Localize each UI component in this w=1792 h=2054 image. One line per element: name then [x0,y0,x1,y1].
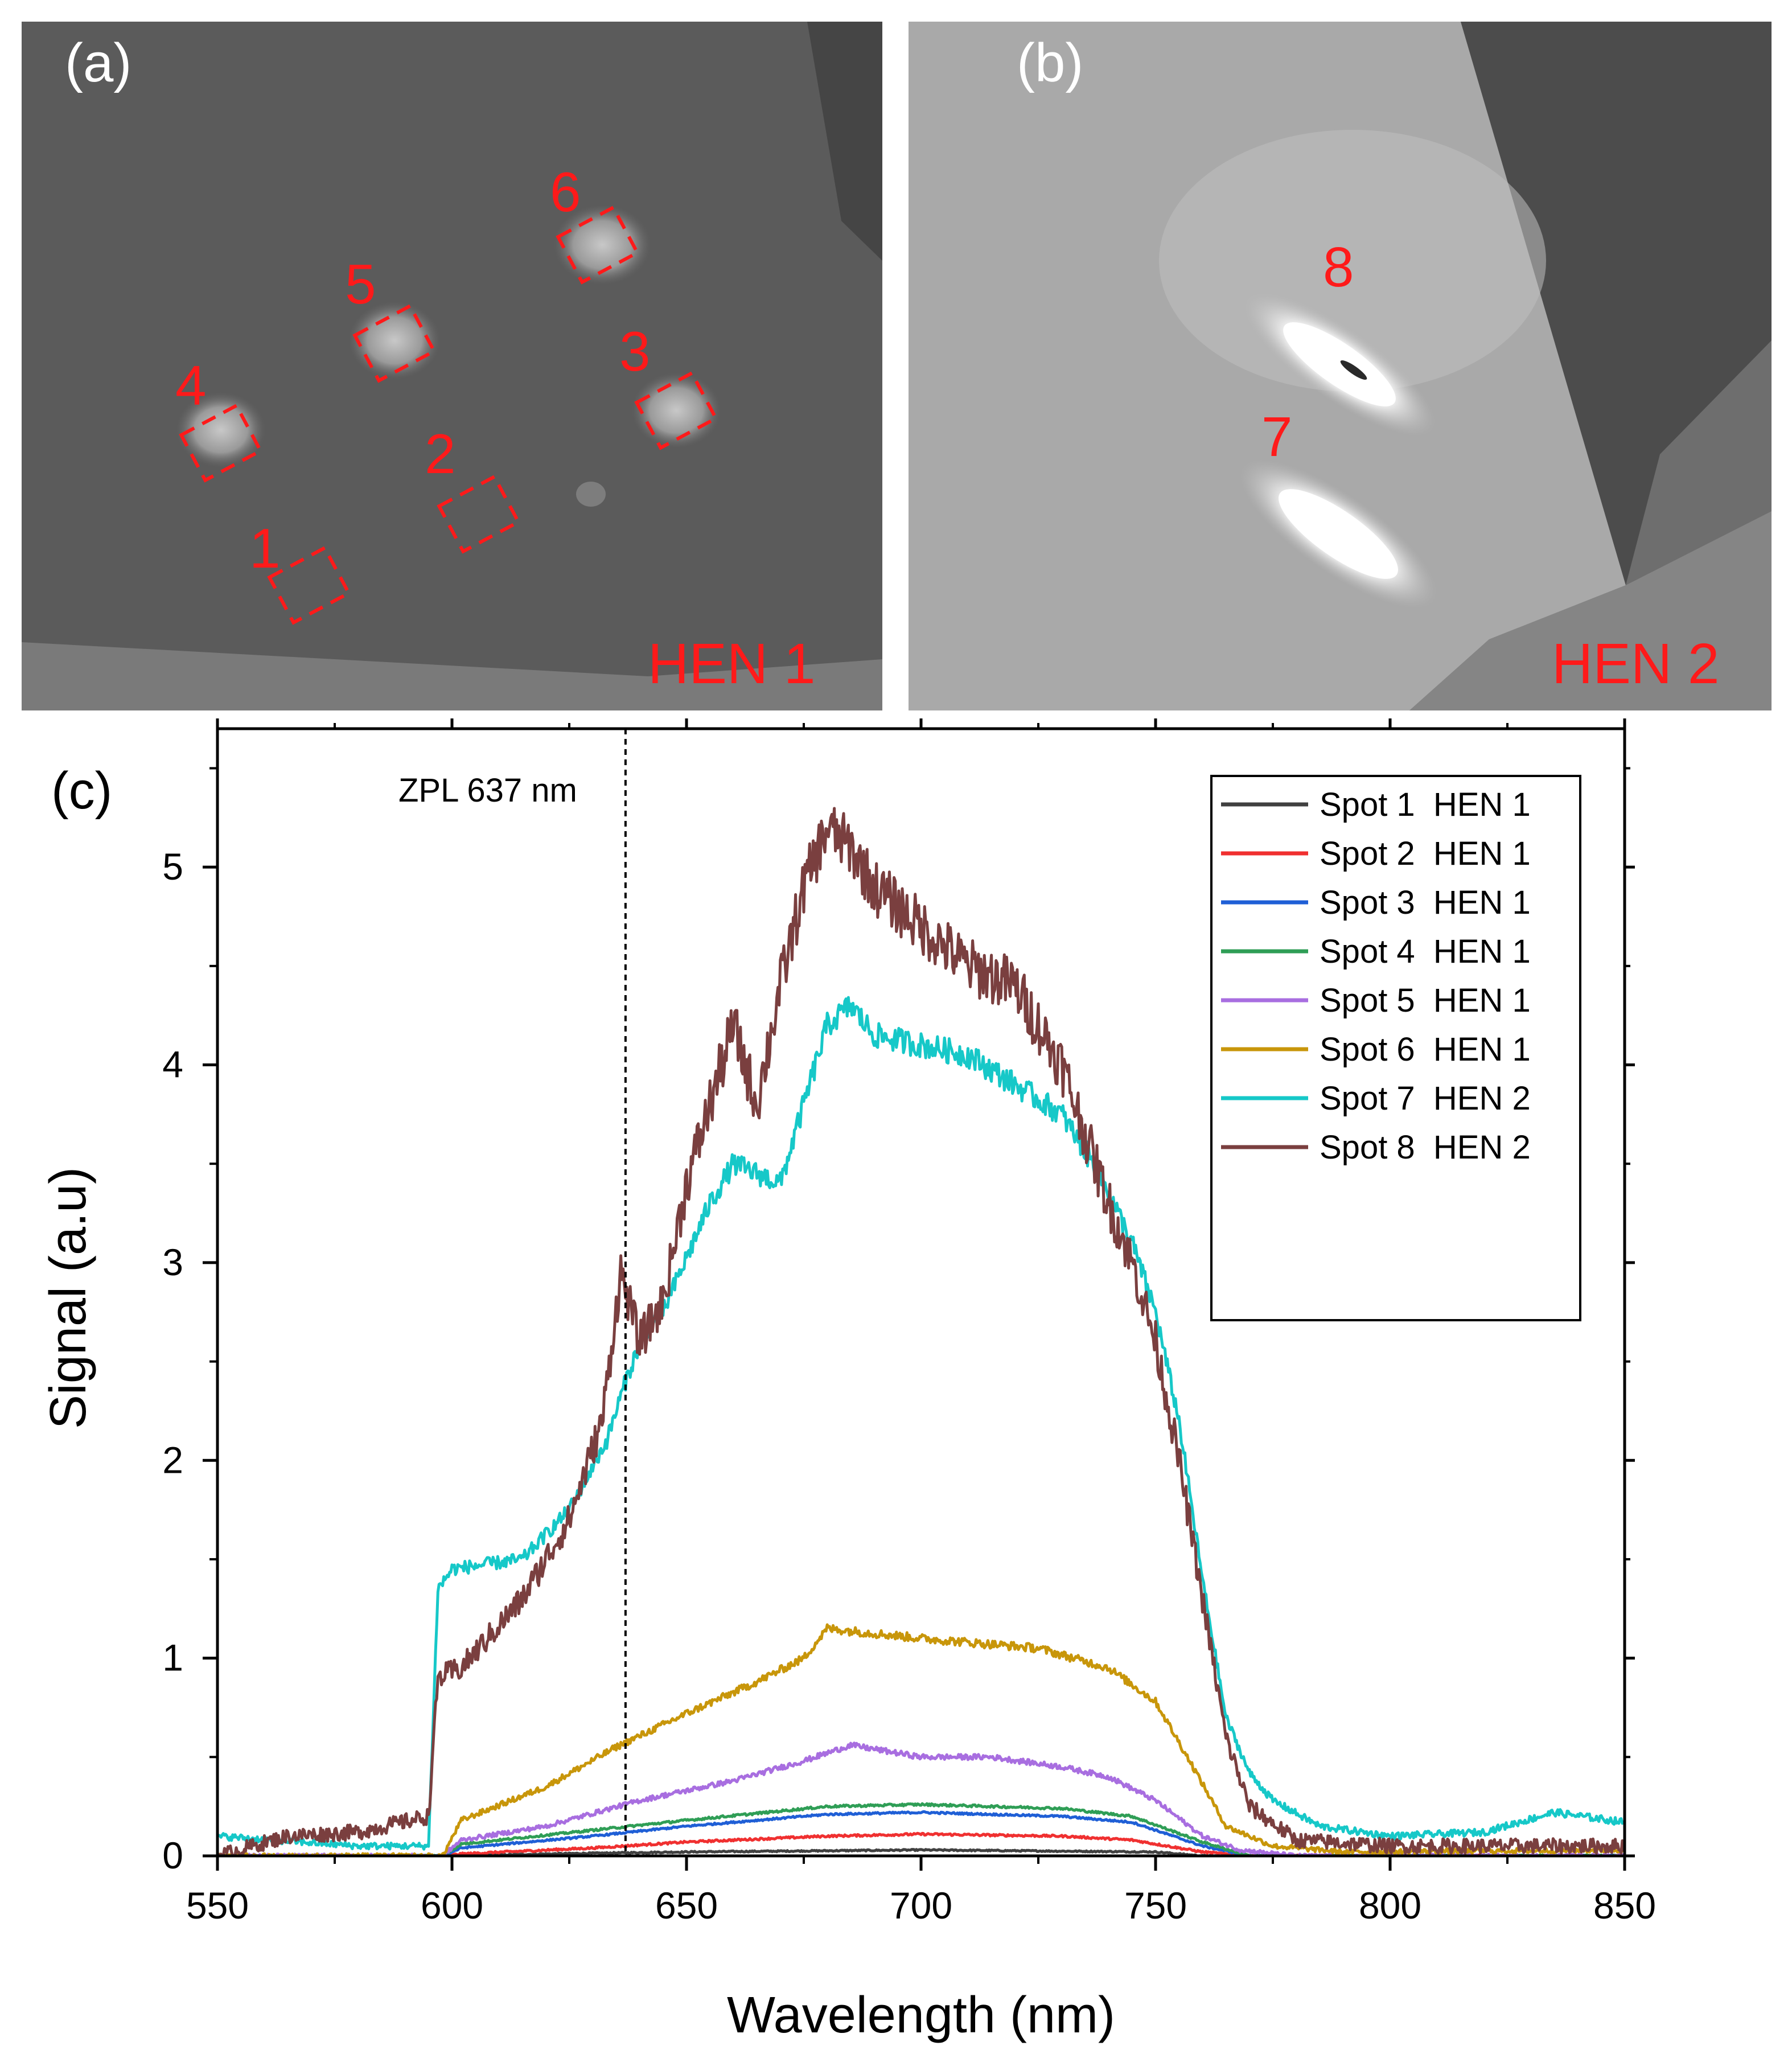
spot-label-3: 3 [619,320,651,383]
sample-image-hen2 [909,22,1772,710]
spot-box-3 [634,371,718,450]
x-axis-title: Wavelength (nm) [727,1987,1115,2044]
sample-label-hen1: HEN 1 [648,632,816,696]
legend-label-2: Spot 2 HEN 1 [1320,835,1531,872]
y-tick-label: 4 [162,1044,183,1086]
micrograph-panel-b: (b) 7 8 HEN 2 [909,22,1772,710]
legend-label-4: Spot 4 HEN 1 [1320,933,1531,970]
panel-label-b: (b) [1017,32,1084,93]
spot-box-1 [267,545,351,625]
spot-label-1: 1 [249,517,281,580]
spot-label-5: 5 [345,253,376,315]
y-tick-label: 0 [162,1834,183,1876]
series-line-7 [217,996,1625,1851]
y-tick-label: 5 [162,845,183,888]
spot-label-8: 8 [1323,236,1354,298]
x-tick-label: 600 [421,1884,483,1926]
x-tick-label: 550 [186,1884,249,1926]
legend-label-1: Spot 1 HEN 1 [1320,786,1531,823]
series-line-8 [217,807,1625,1856]
legend-label-3: Spot 3 HEN 1 [1320,884,1531,921]
panel-label-c: (c) [51,762,112,820]
legend-label-8: Spot 8 HEN 2 [1320,1129,1531,1166]
axes-layer: 550 600 650 700 750 800 850 0 1 2 3 4 5 [162,718,1656,1926]
x-tick-label: 750 [1124,1884,1187,1926]
sample-image-hen1 [22,22,882,710]
sample-label-hen2: HEN 2 [1552,632,1720,696]
y-axis-title: Signal (a.u) [40,1167,97,1429]
x-tick-label: 850 [1593,1884,1656,1926]
y-tick-label: 2 [162,1439,183,1481]
spot-label-6: 6 [550,161,581,223]
y-tick-label: 1 [162,1637,183,1679]
spot-box-4 [179,403,263,483]
panel-label-a: (a) [65,32,132,93]
x-tick-label: 800 [1359,1884,1421,1926]
zpl-annotation: ZPL 637 nm [398,772,577,809]
x-tick-label: 650 [655,1884,718,1926]
spectra-chart: 550 600 650 700 750 800 850 0 1 2 3 4 5 (c) ZPL 637 … [40,718,1656,2044]
spot-box-5 [352,303,437,383]
legend: Spot 1 HEN 1 Spot 2 HEN 1 Spot 3 HEN 1 Spot… [1210,775,1581,1321]
legend-label-7: Spot 7 HEN 2 [1320,1080,1531,1117]
x-tick-label: 700 [890,1884,952,1926]
series-line-5 [217,1741,1625,1856]
legend-label-6: Spot 6 HEN 1 [1320,1031,1531,1068]
spot-label-4: 4 [175,354,207,417]
y-tick-label: 3 [162,1241,183,1283]
legend-label-5: Spot 5 HEN 1 [1320,982,1531,1019]
micrograph-panel-a: (a) 1 2 3 4 5 6 HEN 1 [22,22,882,710]
spot-box-6 [556,205,640,285]
spot-label-7: 7 [1261,405,1293,468]
spot-label-2: 2 [425,422,456,485]
spot-box-2 [437,474,521,554]
